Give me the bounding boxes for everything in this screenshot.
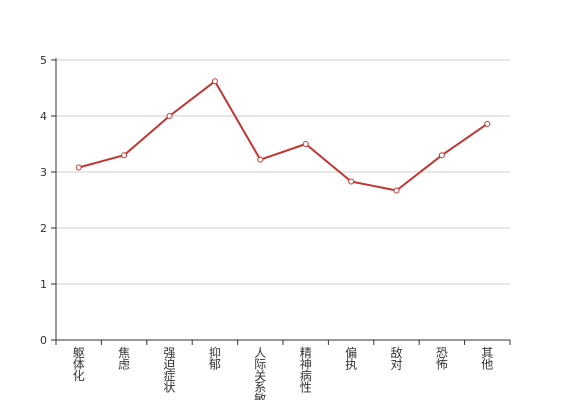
data-point <box>438 152 445 159</box>
y-tick-label: 2 <box>40 222 47 235</box>
x-tick-label: 抑郁 <box>209 345 221 372</box>
x-tick-label: 强迫症状 <box>163 346 175 395</box>
tick-labels: 0 1 2 3 4 5 躯体化 焦虑 强迫症状 抑郁 人际关系敏感 精神病性 偏执 敌对 恐怖 其他 <box>40 54 493 400</box>
y-tick-label: 0 <box>40 334 47 347</box>
x-tick-label: 恐怖 <box>436 346 448 372</box>
series-line <box>78 80 488 192</box>
grid-lines <box>56 59 510 285</box>
y-tick-label: 3 <box>40 166 47 179</box>
x-tick-label: 其他 <box>481 346 493 372</box>
data-point <box>393 187 400 194</box>
data-point <box>302 141 309 147</box>
y-tick-label: 1 <box>40 278 47 291</box>
data-point <box>348 178 355 185</box>
data-point <box>484 120 491 127</box>
series-group <box>75 78 491 194</box>
x-tick-label: 精神病性 <box>300 346 312 395</box>
x-tick-label: 偏执 <box>345 345 357 372</box>
data-point <box>257 156 264 163</box>
x-tick-label: 焦虑 <box>118 346 130 372</box>
axes <box>51 58 511 345</box>
data-point <box>166 113 173 119</box>
x-tick-label: 人际关系敏感 <box>254 346 266 400</box>
data-point <box>121 152 128 159</box>
y-tick-label: 4 <box>40 110 47 123</box>
x-tick-label: 敌对 <box>390 345 402 372</box>
data-point <box>211 78 218 85</box>
y-tick-label: 5 <box>40 54 47 67</box>
x-tick-label: 躯体化 <box>73 345 85 383</box>
data-point <box>75 164 82 171</box>
